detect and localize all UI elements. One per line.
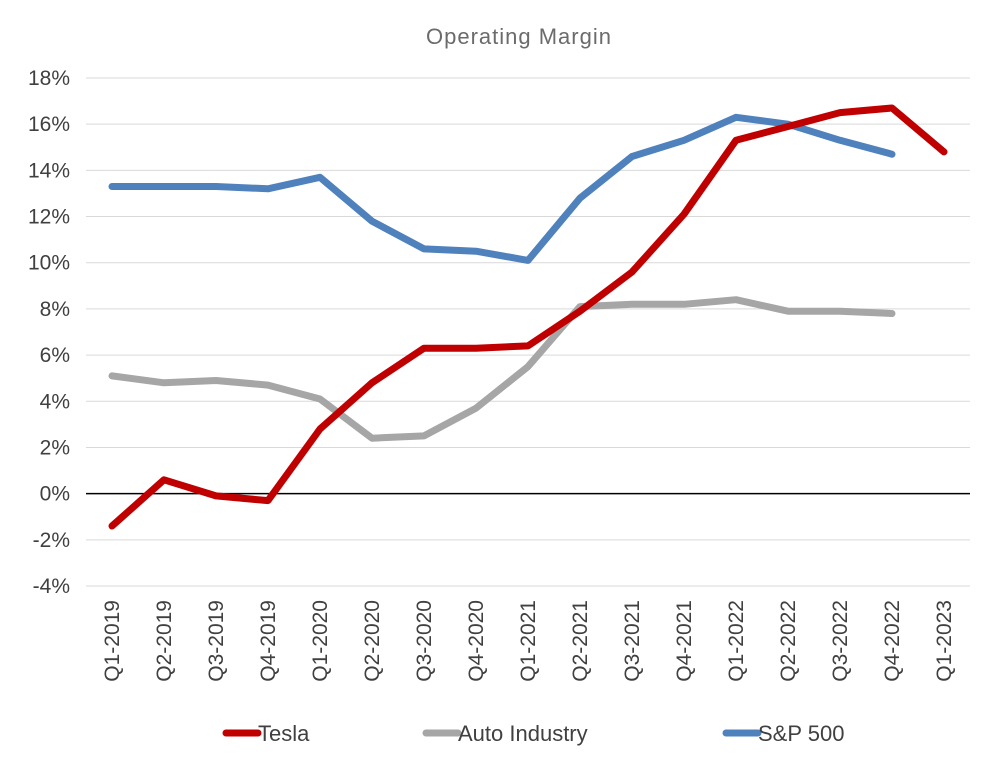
y-tick-label: -2% (33, 529, 70, 552)
x-tick-label: Q4-2020 (465, 600, 488, 682)
series-line-auto-industry (108, 296, 896, 442)
y-tick-label: 10% (28, 252, 70, 275)
chart-title: Operating Margin (426, 24, 612, 49)
x-tick-label: Q1-2022 (725, 600, 748, 682)
x-tick-label: Q3-2021 (621, 600, 644, 682)
x-axis-ticks: Q1-2019 Q2-2019 Q3-2019 Q4-2019 Q1-2020 Q2-20… (101, 600, 956, 682)
series-lines (108, 104, 948, 530)
x-tick-label: Q1-2019 (101, 600, 124, 682)
x-tick-label: Q2-2020 (361, 600, 384, 682)
x-tick-label: Q1-2020 (309, 600, 332, 682)
y-tick-label: 8% (40, 298, 70, 321)
series-line-tesla (108, 104, 948, 530)
y-tick-label: 16% (28, 113, 70, 136)
x-tick-label: Q3-2020 (413, 600, 436, 682)
y-tick-label: 6% (40, 344, 70, 367)
y-tick-label: 2% (40, 436, 70, 459)
legend: Tesla Auto Industry S&P 500 (222, 721, 844, 746)
legend-label: Tesla (258, 721, 310, 746)
y-tick-label: -4% (33, 575, 70, 598)
x-tick-label: Q1-2021 (517, 600, 540, 682)
x-tick-label: Q3-2022 (829, 600, 852, 682)
x-tick-label: Q2-2021 (569, 600, 592, 682)
gridlines (86, 77, 970, 587)
y-tick-label: 0% (40, 483, 70, 506)
x-tick-label: Q2-2022 (777, 600, 800, 682)
x-tick-label: Q2-2019 (153, 600, 176, 682)
x-tick-label: Q4-2019 (257, 600, 280, 682)
y-tick-label: 18% (28, 67, 70, 90)
x-tick-label: Q1-2023 (933, 600, 956, 682)
x-tick-label: Q4-2022 (881, 600, 904, 682)
x-tick-label: Q4-2021 (673, 600, 696, 682)
y-tick-label: 12% (28, 206, 70, 229)
y-tick-label: 14% (28, 159, 70, 182)
y-tick-label: 4% (40, 390, 70, 413)
legend-label: S&P 500 (758, 721, 844, 746)
series-line-s-p-500 (108, 113, 896, 264)
y-axis-ticks: -4% -2% 0% 2% 4% 6% 8% 10% 12% 14% 16% 18% (28, 67, 70, 598)
legend-label: Auto Industry (458, 721, 588, 746)
x-tick-label: Q3-2019 (205, 600, 228, 682)
